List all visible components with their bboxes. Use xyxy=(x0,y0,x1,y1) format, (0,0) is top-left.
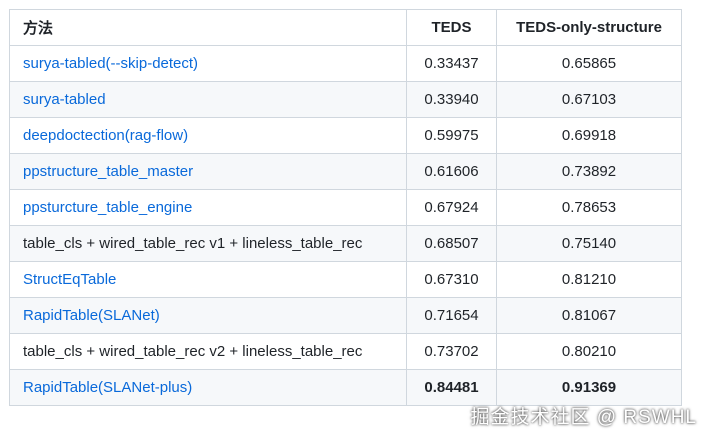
table-cell: 0.73702 xyxy=(406,333,497,370)
table-cell: ppstructure_table_master xyxy=(9,153,407,190)
table-cell: RapidTable(SLANet) xyxy=(9,297,407,334)
header-cell: TEDS-only-structure xyxy=(496,9,682,46)
method-link[interactable]: ppsturcture_table_engine xyxy=(23,199,193,216)
method-link[interactable]: ppstructure_table_master xyxy=(23,163,194,180)
score: 0.84481 xyxy=(424,379,479,396)
table-cell: 0.73892 xyxy=(496,153,682,190)
results-table: 方法 TEDS TEDS-only-structure surya-tabled(-… xyxy=(9,9,682,406)
score: 0.80210 xyxy=(561,343,617,360)
score: 0.73702 xyxy=(424,343,479,360)
score: 0.33437 xyxy=(424,55,479,72)
table-cell: RapidTable(SLANet-plus) xyxy=(9,369,407,406)
table-cell: 0.78653 xyxy=(496,189,682,226)
table-cell: 0.67103 xyxy=(496,81,682,118)
table-cell: 0.80210 xyxy=(496,333,682,370)
table-cell: 0.61606 xyxy=(406,153,497,190)
score: 0.71654 xyxy=(424,307,479,324)
table-cell: surya-tabled(--skip-detect) xyxy=(9,45,407,82)
table-cell: 0.59975 xyxy=(406,117,497,154)
method-link[interactable]: StructEqTable xyxy=(23,271,117,288)
table-cell: table_cls + wired_table_rec v2 + lineles… xyxy=(9,333,407,370)
score: 0.75140 xyxy=(561,235,617,252)
table-cell: 0.81067 xyxy=(496,297,682,334)
score: 0.65865 xyxy=(561,55,617,72)
score: 0.81067 xyxy=(561,307,617,324)
table-cell: 0.81210 xyxy=(496,261,682,298)
table-row: surya-tabled 0.33940 0.67103 xyxy=(9,81,682,118)
score: 0.68507 xyxy=(424,235,479,252)
table-row: table_cls + wired_table_rec v1 + lineles… xyxy=(9,225,682,262)
table-row: RapidTable(SLANet-plus) 0.84481 0.91369 xyxy=(9,369,682,406)
table-row: ppsturcture_table_engine 0.67924 0.78653 xyxy=(9,189,682,226)
header-cell: TEDS xyxy=(406,9,497,46)
table-cell: StructEqTable xyxy=(9,261,407,298)
table-row: StructEqTable 0.67310 0.81210 xyxy=(9,261,682,298)
table-cell: 0.91369 xyxy=(496,369,682,406)
score: 0.33940 xyxy=(424,91,479,108)
table-cell: 0.67924 xyxy=(406,189,497,226)
header-cell: 方法 xyxy=(9,9,407,46)
method-link[interactable]: surya-tabled xyxy=(23,91,106,108)
method-name: table_cls + wired_table_rec v2 + lineles… xyxy=(23,343,363,360)
table-cell: 0.75140 xyxy=(496,225,682,262)
table-row: table_cls + wired_table_rec v2 + lineles… xyxy=(9,333,682,370)
table-cell: 0.68507 xyxy=(406,225,497,262)
score: 0.78653 xyxy=(561,199,617,216)
table-cell: 0.33940 xyxy=(406,81,497,118)
score: 0.67310 xyxy=(424,271,479,288)
method-link[interactable]: RapidTable(SLANet) xyxy=(23,307,160,324)
score: 0.61606 xyxy=(424,163,479,180)
score: 0.69918 xyxy=(561,127,617,144)
table-cell: 0.65865 xyxy=(496,45,682,82)
table-cell: 0.71654 xyxy=(406,297,497,334)
table-row: surya-tabled(--skip-detect) 0.33437 0.6586… xyxy=(9,45,682,82)
method-link[interactable]: RapidTable(SLANet-plus) xyxy=(23,379,193,396)
table-cell: 0.69918 xyxy=(496,117,682,154)
table-cell: ppsturcture_table_engine xyxy=(9,189,407,226)
score: 0.81210 xyxy=(561,271,617,288)
table-cell: 0.84481 xyxy=(406,369,497,406)
score: 0.73892 xyxy=(561,163,617,180)
method-link[interactable]: deepdoctection(rag-flow) xyxy=(23,127,189,144)
table-cell: table_cls + wired_table_rec v1 + lineles… xyxy=(9,225,407,262)
method-name: table_cls + wired_table_rec v1 + lineles… xyxy=(23,235,363,252)
score: 0.67103 xyxy=(561,91,617,108)
table-body: surya-tabled(--skip-detect) 0.33437 0.6586… xyxy=(9,45,682,406)
table-cell: 0.33437 xyxy=(406,45,497,82)
table-cell: 0.67310 xyxy=(406,261,497,298)
score: 0.59975 xyxy=(424,127,479,144)
table-row: ppstructure_table_master 0.61606 0.73892 xyxy=(9,153,682,190)
score: 0.67924 xyxy=(424,199,479,216)
table-row: deepdoctection(rag-flow) 0.59975 0.69918 xyxy=(9,117,682,154)
watermark: 掘金技术社区 @ RSWHL xyxy=(470,407,697,428)
method-link[interactable]: surya-tabled(--skip-detect) xyxy=(23,55,199,72)
header-row: 方法 TEDS TEDS-only-structure xyxy=(9,9,682,46)
table-cell: surya-tabled xyxy=(9,81,407,118)
table-row: RapidTable(SLANet) 0.71654 0.81067 xyxy=(9,297,682,334)
table-cell: deepdoctection(rag-flow) xyxy=(9,117,407,154)
score: 0.91369 xyxy=(561,379,617,396)
